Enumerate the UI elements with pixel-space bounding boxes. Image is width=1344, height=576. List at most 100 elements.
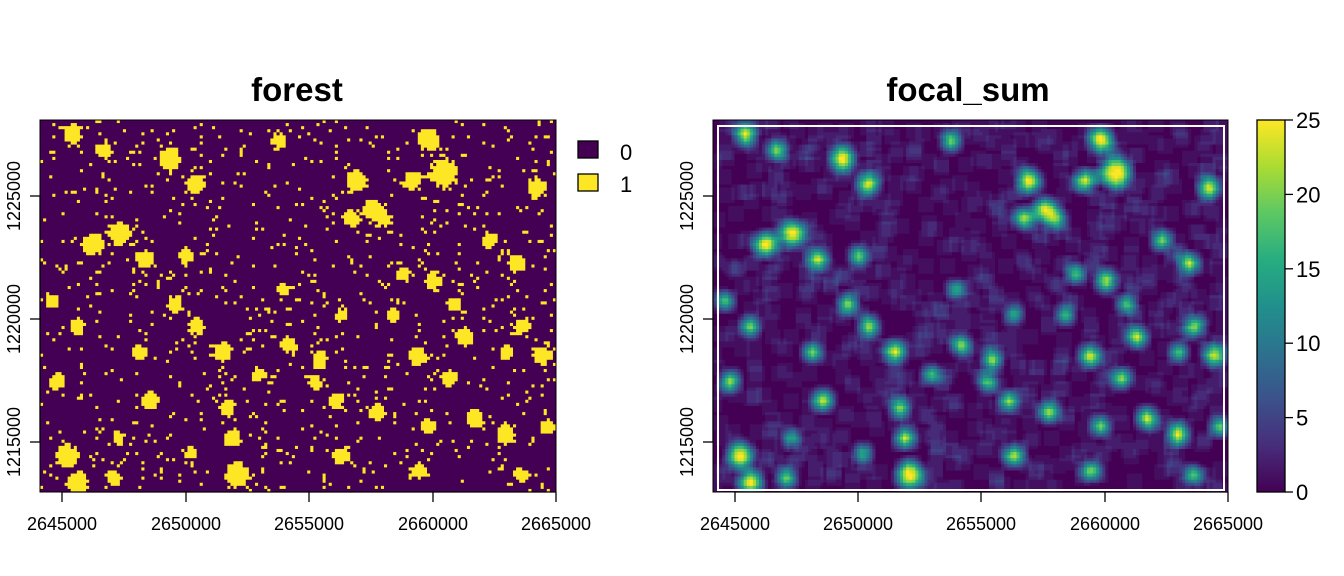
raster-cell xyxy=(463,190,468,195)
raster-cell xyxy=(67,184,72,189)
raster-cell xyxy=(258,135,262,139)
raster-cell xyxy=(288,147,293,152)
raster-cell xyxy=(319,135,324,139)
raster-cell xyxy=(239,156,244,161)
raster-cell xyxy=(451,144,456,149)
raster-cell xyxy=(350,144,354,149)
raster-cell xyxy=(463,138,468,142)
raster-cell xyxy=(202,153,207,158)
raster-cell xyxy=(540,181,545,186)
raster-cell xyxy=(288,184,293,189)
raster-cell xyxy=(165,156,170,161)
raster-cell xyxy=(67,150,72,155)
raster-cell xyxy=(141,132,145,136)
raster-cell xyxy=(460,190,465,195)
raster-cell xyxy=(181,132,185,136)
raster-cell xyxy=(543,147,548,152)
raster-cell xyxy=(285,199,290,204)
raster-cell xyxy=(83,203,87,207)
raster-cell xyxy=(384,123,388,127)
raster-cell xyxy=(224,190,228,195)
raster-cell xyxy=(546,193,551,198)
raster-cell xyxy=(86,190,90,195)
raster-cell xyxy=(417,144,422,149)
raster-cell xyxy=(528,144,532,149)
raster-cell xyxy=(110,150,115,155)
raster-cell xyxy=(67,169,72,173)
raster-cell xyxy=(202,181,207,186)
raster-cell xyxy=(132,120,136,124)
raster-cell xyxy=(116,199,121,204)
raster-cell xyxy=(328,193,333,198)
raster-cell xyxy=(162,159,167,164)
raster-cell xyxy=(113,144,118,149)
raster-cell xyxy=(169,169,173,173)
raster-cell xyxy=(457,172,462,176)
raster-cell xyxy=(365,206,370,210)
raster-cell xyxy=(494,193,499,198)
raster-cell xyxy=(165,169,170,173)
raster-cell xyxy=(126,199,130,204)
raster-cell xyxy=(497,144,502,149)
raster-cell xyxy=(239,175,244,179)
raster-cell xyxy=(491,138,496,142)
raster-cell xyxy=(291,166,296,170)
raster-cell xyxy=(522,126,526,130)
raster-cell xyxy=(298,163,302,167)
raster-cell xyxy=(430,163,434,167)
raster-cell xyxy=(528,129,532,133)
raster-cell xyxy=(528,175,532,179)
raster-cell xyxy=(76,144,81,149)
raster-cell xyxy=(110,138,115,142)
raster-cell xyxy=(341,159,345,164)
raster-cell xyxy=(531,132,535,136)
raster-cell xyxy=(245,153,250,158)
raster-cell xyxy=(380,129,385,133)
raster-cell xyxy=(350,129,354,133)
raster-cell xyxy=(442,169,446,173)
raster-cell xyxy=(205,181,210,186)
raster-cell xyxy=(55,126,59,130)
raster-cell xyxy=(427,150,431,155)
raster-cell xyxy=(141,190,145,195)
raster-cell xyxy=(457,132,462,136)
raster-cell xyxy=(178,120,182,124)
raster-cell xyxy=(470,129,474,133)
raster-cell xyxy=(341,175,345,179)
forest-panel: forest 2645000 2650000 2655000 2660000 2… xyxy=(4,71,632,534)
raster-cell xyxy=(110,206,115,210)
raster-cell xyxy=(245,175,250,179)
raster-cell xyxy=(92,209,96,213)
raster-cell xyxy=(380,147,385,152)
raster-cell xyxy=(175,156,179,161)
raster-cell xyxy=(113,120,118,124)
raster-cell xyxy=(387,144,391,149)
raster-cell xyxy=(402,123,406,127)
raster-cell xyxy=(341,178,345,182)
raster-cell xyxy=(132,199,136,204)
raster-cell xyxy=(208,203,213,207)
raster-cell xyxy=(497,159,502,164)
raster-cell xyxy=(135,178,139,182)
raster-cell xyxy=(374,156,379,161)
raster-cell xyxy=(301,187,305,192)
raster-cell xyxy=(390,184,394,189)
raster-cell xyxy=(264,203,268,207)
raster-cell xyxy=(261,147,265,152)
raster-cell xyxy=(371,144,376,149)
raster-cell xyxy=(402,144,406,149)
raster-cell xyxy=(255,193,259,198)
raster-cell xyxy=(227,135,231,139)
raster-cell xyxy=(92,153,96,158)
raster-cell xyxy=(264,153,268,158)
raster-cell xyxy=(83,150,87,155)
raster-cell xyxy=(439,181,443,186)
raster-cell xyxy=(301,123,305,127)
raster-cell xyxy=(362,175,367,179)
raster-cell xyxy=(61,153,66,158)
raster-cell xyxy=(58,129,62,133)
raster-cell xyxy=(387,196,391,201)
raster-cell xyxy=(129,126,133,130)
raster-cell xyxy=(405,196,410,201)
raster-cell xyxy=(276,163,281,167)
